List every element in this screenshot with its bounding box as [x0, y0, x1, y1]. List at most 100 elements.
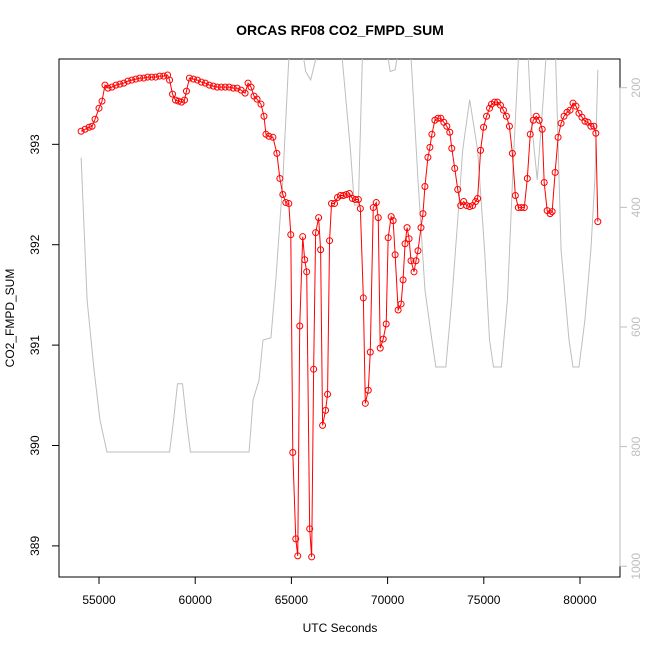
- plot-frame: [58, 58, 621, 578]
- data-point: [185, 74, 193, 82]
- y-tick-label: 393: [28, 134, 42, 154]
- data-point: [225, 83, 233, 91]
- data-point: [356, 205, 364, 213]
- data-point: [546, 210, 554, 218]
- data-point: [372, 199, 380, 207]
- data-point: [517, 204, 525, 212]
- data-point: [394, 306, 402, 314]
- data-point: [520, 204, 528, 212]
- data-point: [523, 174, 531, 182]
- data-point: [279, 191, 287, 199]
- data-point: [233, 84, 241, 92]
- data-point: [331, 200, 339, 208]
- x-tick-label: 75000: [467, 593, 501, 607]
- data-point: [112, 81, 120, 89]
- data-point: [317, 246, 325, 254]
- data-point: [172, 96, 180, 104]
- data-point: [508, 149, 516, 157]
- data-point: [294, 552, 302, 560]
- data-point: [480, 123, 488, 131]
- x-tick-label: 65000: [275, 593, 309, 607]
- data-point: [213, 83, 221, 91]
- data-point: [361, 399, 369, 407]
- data-point: [374, 214, 382, 222]
- data-point: [282, 199, 290, 207]
- data-point: [345, 190, 353, 198]
- data-point: [397, 300, 405, 308]
- data-point: [342, 191, 350, 199]
- data-point: [466, 203, 474, 211]
- data-point: [303, 268, 311, 276]
- y-axis-title: CO2_FMPD_SUM: [3, 269, 17, 368]
- data-point: [169, 90, 177, 98]
- data-point: [376, 344, 384, 352]
- y2-tick-label: 600: [629, 317, 643, 337]
- data-point: [581, 117, 589, 125]
- data-point: [474, 195, 482, 203]
- data-point: [434, 114, 442, 122]
- data-point: [182, 87, 190, 95]
- data-point: [104, 84, 112, 92]
- data-point: [366, 348, 374, 356]
- data-point: [454, 186, 462, 194]
- y-tick-label: 392: [28, 234, 42, 254]
- data-point: [491, 98, 499, 106]
- data-point: [364, 386, 372, 394]
- data-point: [217, 83, 225, 91]
- data-point: [428, 130, 436, 138]
- data-point: [108, 83, 116, 91]
- data-point: [156, 72, 164, 80]
- data-point: [299, 233, 307, 241]
- data-point: [566, 106, 574, 114]
- data-point: [526, 130, 534, 138]
- data-point: [414, 247, 422, 255]
- x-tick-label: 80000: [563, 593, 597, 607]
- data-point: [399, 276, 407, 284]
- data-point: [419, 210, 427, 218]
- data-point: [351, 196, 359, 204]
- data-point: [587, 122, 595, 130]
- y2-tick-label: 200: [629, 77, 643, 97]
- data-point: [229, 84, 237, 92]
- data-point: [540, 178, 548, 186]
- data-point: [322, 406, 330, 414]
- data-point: [310, 365, 318, 373]
- x-tick-label: 70000: [371, 593, 405, 607]
- data-point: [403, 224, 411, 232]
- data-point: [152, 73, 160, 81]
- data-point: [315, 214, 323, 222]
- data-point: [247, 83, 255, 91]
- plot-area: [77, 59, 602, 561]
- data-point: [535, 116, 543, 124]
- data-point: [77, 127, 85, 135]
- data-point: [306, 525, 314, 533]
- chart-title: ORCAS RF08 CO2_FMPD_SUM: [236, 22, 444, 38]
- data-point: [88, 122, 96, 130]
- data-point: [144, 73, 152, 81]
- data-point: [95, 104, 103, 112]
- data-point: [384, 234, 392, 242]
- data-point: [389, 217, 397, 225]
- data-point: [410, 268, 418, 276]
- y2-tick-label: 800: [629, 436, 643, 456]
- data-point: [382, 320, 390, 328]
- data-point: [502, 112, 510, 120]
- data-point: [273, 149, 281, 157]
- data-point: [511, 192, 519, 200]
- y-tick-label: 390: [28, 435, 42, 455]
- data-point: [401, 240, 409, 248]
- data-point: [193, 76, 201, 84]
- data-point: [339, 192, 347, 200]
- data-point: [369, 204, 377, 212]
- data-point: [116, 80, 124, 88]
- data-point: [285, 200, 293, 208]
- data-point: [140, 74, 148, 82]
- data-point: [483, 112, 491, 120]
- data-point: [81, 125, 89, 133]
- data-point: [205, 81, 213, 89]
- data-point: [448, 144, 456, 152]
- data-point: [166, 76, 174, 84]
- data-point: [128, 76, 136, 84]
- data-point: [197, 78, 205, 86]
